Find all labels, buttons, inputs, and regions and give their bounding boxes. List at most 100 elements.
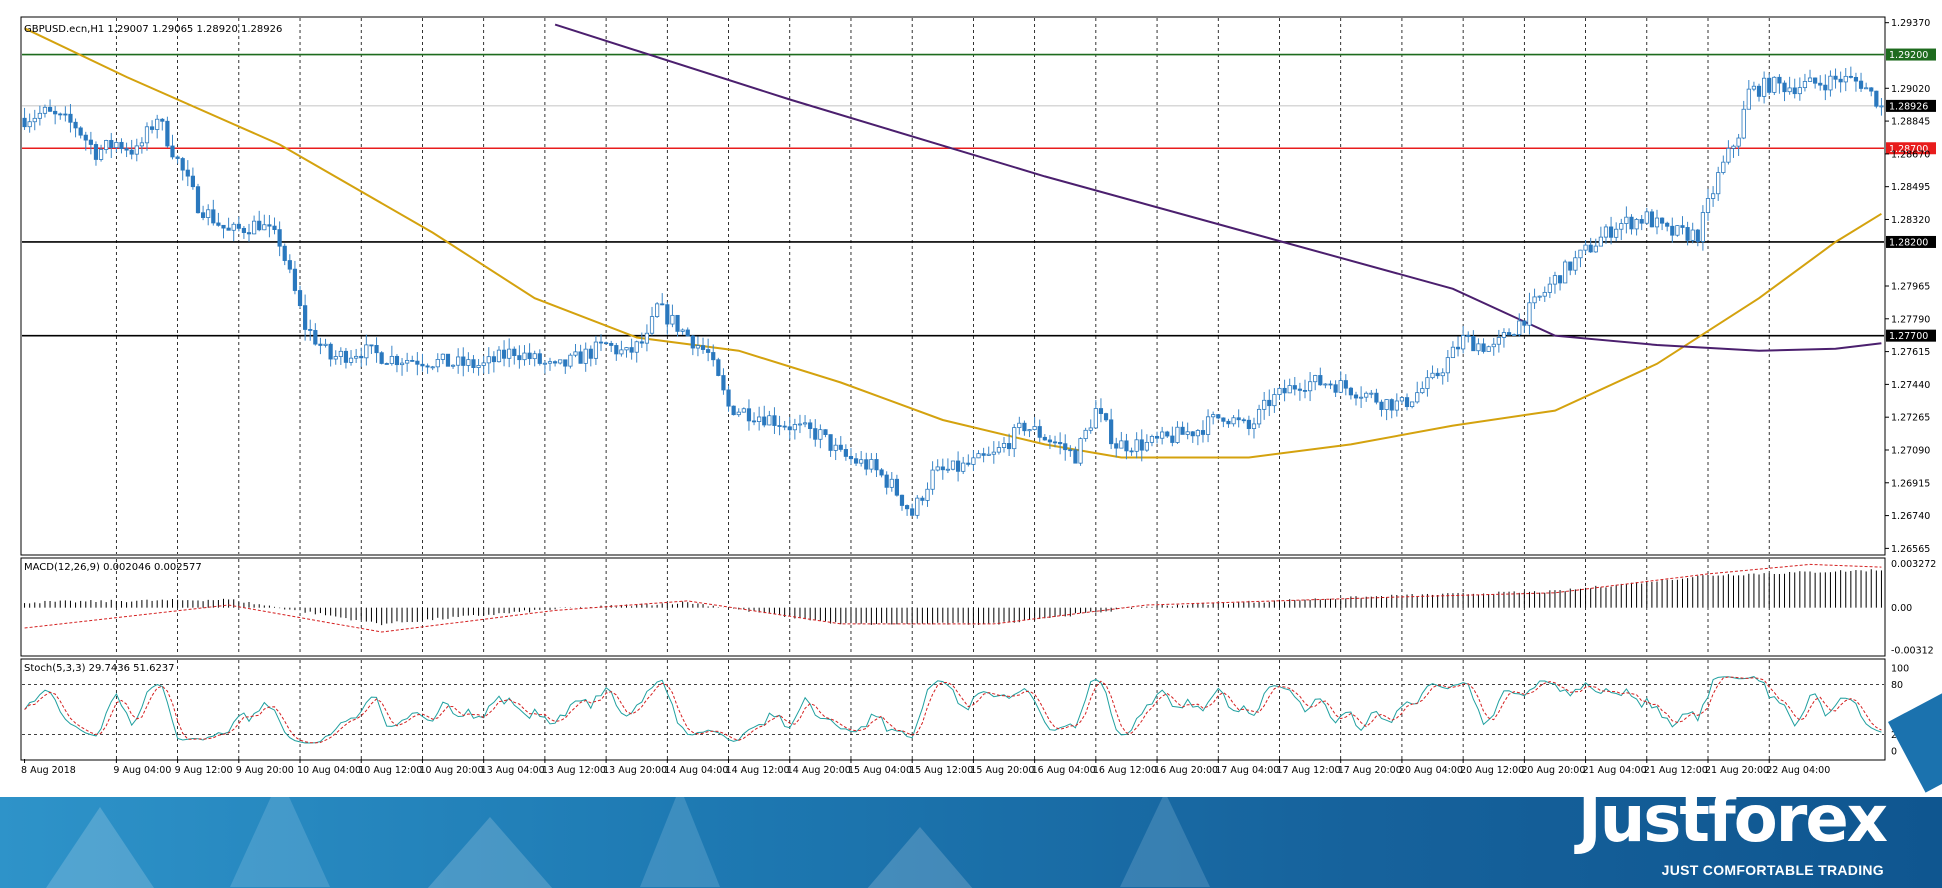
candle-body — [160, 118, 165, 122]
candle-body — [813, 428, 818, 440]
candle-body — [1466, 335, 1471, 337]
candle-body — [461, 356, 466, 366]
candle-body — [359, 355, 364, 359]
candle-body — [63, 113, 68, 116]
level-price-label: 1.28200 — [1889, 237, 1928, 248]
candle-body — [1726, 147, 1731, 163]
candle-body — [573, 351, 578, 356]
candle-body — [1318, 375, 1323, 386]
candle-body — [282, 245, 287, 261]
candle-body — [501, 349, 507, 359]
candle-body — [981, 453, 986, 456]
candle-body — [98, 149, 104, 160]
justforex-logo: Justforex — [1577, 797, 1888, 857]
candle-body — [1348, 387, 1354, 396]
candle-body — [155, 118, 160, 130]
candle-body — [124, 148, 129, 151]
candle-body — [976, 453, 981, 459]
candle-body — [1170, 435, 1175, 443]
candle-body — [1614, 228, 1619, 238]
candle-body — [308, 329, 313, 331]
candle-body — [665, 304, 670, 325]
candle-body — [1226, 420, 1231, 425]
candle-body — [1736, 137, 1741, 147]
candle-body — [1154, 435, 1160, 439]
candle-body — [1608, 226, 1614, 238]
candle-body — [354, 355, 359, 359]
candle-body — [894, 478, 899, 496]
candle-body — [318, 343, 323, 346]
macd-tick-label: -0.00312 — [1891, 645, 1934, 656]
candle-body — [1619, 223, 1624, 230]
x-tick-label: 20 Aug 12:00 — [1460, 765, 1524, 776]
candle-body — [507, 348, 512, 359]
candle-body — [1634, 219, 1639, 230]
candle-body — [950, 460, 956, 470]
candle-body — [58, 113, 63, 116]
macd-tick-label: 0.00 — [1891, 603, 1912, 614]
candle-body — [1588, 244, 1593, 253]
candle-body — [1716, 172, 1721, 195]
candle-body — [1001, 443, 1007, 448]
candle-body — [670, 314, 675, 325]
candle-body — [818, 429, 823, 440]
candle-body — [899, 494, 905, 506]
candle-body — [1557, 275, 1563, 284]
moving-average-slow — [554, 23, 1882, 352]
candle-body — [1624, 216, 1629, 224]
candle-body — [629, 347, 634, 353]
candle-body — [1685, 227, 1690, 241]
candle-body — [1690, 229, 1695, 241]
candle-body — [1568, 261, 1573, 271]
candle-body — [1017, 422, 1022, 428]
x-tick-label: 20 Aug 04:00 — [1399, 765, 1463, 776]
candle-body — [593, 341, 599, 359]
symbol-header[interactable]: GBPUSD.ecn,H1 1.29007 1.29065 1.28920 1.… — [24, 24, 282, 35]
x-tick-label: 21 Aug 04:00 — [1583, 765, 1647, 776]
candle-body — [1501, 332, 1507, 338]
candle-body — [736, 411, 741, 416]
candle-body — [1190, 431, 1195, 437]
candle-body — [588, 348, 593, 359]
candle-body — [945, 468, 950, 471]
candle-body — [639, 341, 644, 344]
candle-body — [1843, 75, 1848, 83]
candle-body — [1573, 257, 1578, 271]
candle-body — [864, 459, 869, 470]
candle-body — [1838, 78, 1843, 83]
x-tick-label: 16 Aug 04:00 — [1032, 765, 1096, 776]
brand-slogan: JUST COMFORTABLE TRADING — [1661, 862, 1884, 878]
candle-body — [1818, 82, 1823, 86]
candle-body — [1445, 357, 1450, 374]
candle-body — [649, 316, 655, 334]
candle-body — [869, 459, 874, 470]
candle-body — [185, 169, 190, 177]
candle-body — [1751, 85, 1757, 90]
candle-body — [1864, 87, 1869, 90]
candle-body — [1547, 283, 1552, 293]
candle-body — [1093, 408, 1098, 429]
candle-body — [1404, 397, 1410, 407]
candle-body — [394, 355, 400, 366]
candle-body — [53, 110, 58, 115]
candle-body — [1512, 334, 1517, 336]
candle-body — [1007, 443, 1012, 450]
candle-body — [1129, 450, 1134, 453]
candle-body — [1522, 320, 1527, 326]
candle-body — [966, 462, 971, 465]
y-tick-label: 1.28670 — [1891, 149, 1930, 160]
candle-body — [1649, 211, 1654, 228]
x-tick-label: 21 Aug 20:00 — [1705, 765, 1769, 776]
candle-body — [1124, 440, 1129, 452]
candle-body — [777, 425, 782, 427]
candle-body — [721, 375, 726, 391]
candle-body — [823, 429, 828, 436]
candle-body — [1262, 399, 1267, 410]
candle-body — [257, 220, 262, 231]
candle-body — [88, 139, 93, 145]
candle-body — [1297, 388, 1302, 391]
candle-body — [1200, 430, 1206, 435]
candle-body — [1731, 145, 1736, 149]
y-tick-label: 1.29020 — [1891, 84, 1930, 95]
candle-body — [1246, 419, 1251, 429]
